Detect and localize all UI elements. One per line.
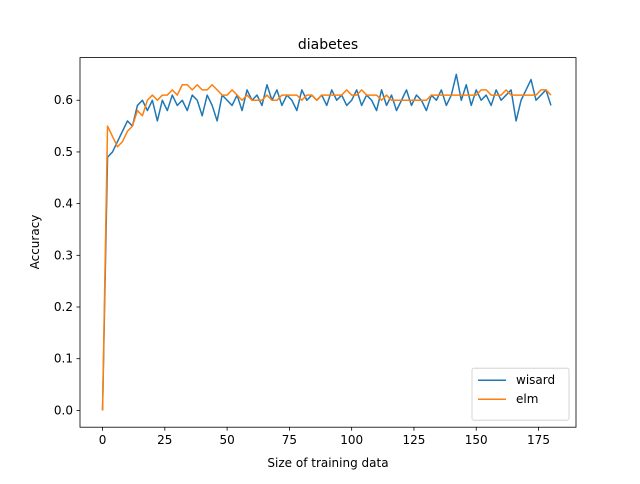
x-tick-label: 150 [465, 433, 488, 447]
y-axis-label: Accuracy [28, 215, 42, 270]
y-tick-label: 0.2 [54, 300, 73, 314]
legend-label: wisard [516, 373, 555, 387]
plot-area [101, 73, 552, 411]
y-tick-label: 0.1 [54, 352, 73, 366]
y-tick-label: 0.6 [54, 93, 73, 107]
data-line [101, 83, 552, 411]
x-tick-label: 25 [157, 433, 172, 447]
x-tick-label: 50 [219, 433, 234, 447]
x-tick-label: 100 [340, 433, 363, 447]
y-tick-label: 0.4 [54, 197, 73, 211]
x-tick-label: 75 [282, 433, 297, 447]
y-tick-label: 0.5 [54, 145, 73, 159]
legend-label: elm [516, 392, 538, 406]
chart-title: diabetes [298, 37, 358, 53]
x-tick-label: 175 [527, 433, 550, 447]
x-axis-label: Size of training data [267, 456, 388, 470]
y-tick-label: 0.3 [54, 248, 73, 262]
x-tick-label: 125 [402, 433, 425, 447]
axes-frame [79, 57, 577, 428]
y-tick-label: 0.0 [54, 403, 73, 417]
data-line [101, 73, 552, 411]
x-tick-label: 0 [99, 433, 107, 447]
legend-box [471, 367, 570, 421]
